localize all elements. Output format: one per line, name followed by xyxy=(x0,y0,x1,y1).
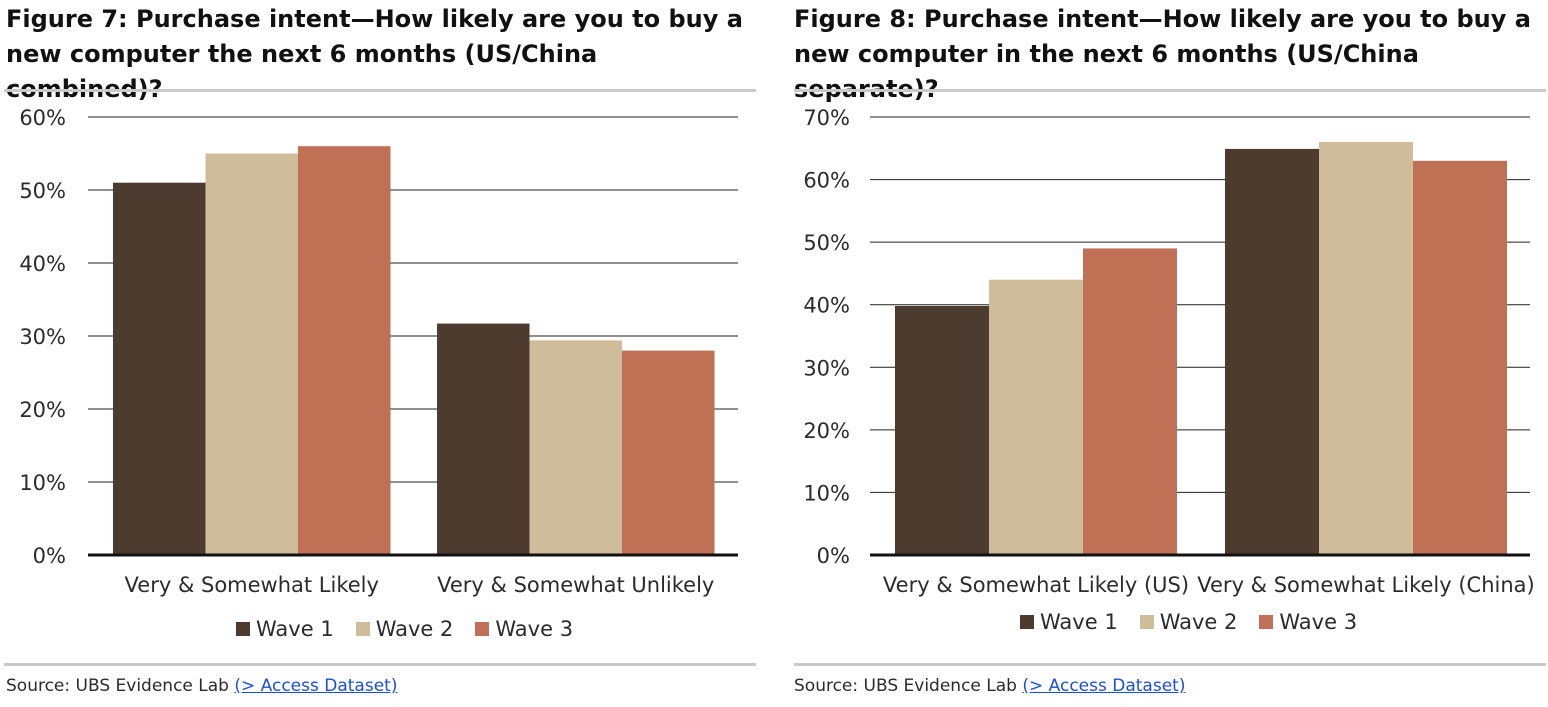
bar-wave-1 xyxy=(895,305,989,555)
bar-wave-2 xyxy=(529,340,622,555)
legend-item: Wave 1 xyxy=(1020,610,1118,634)
y-tick-label: 0% xyxy=(817,544,850,568)
bar-wave-1 xyxy=(437,323,530,555)
figure-7-source: Source: UBS Evidence Lab (> Access Datas… xyxy=(6,676,397,696)
figure-8-top-rule xyxy=(794,89,1546,92)
figure-7-legend: Wave 1 Wave 2 Wave 3 xyxy=(236,617,573,641)
figure-7-top-rule xyxy=(4,89,756,92)
y-tick-label: 60% xyxy=(19,106,66,130)
legend-item: Wave 3 xyxy=(1259,610,1357,634)
figure-8-panel: Figure 8: Purchase intent—How likely are… xyxy=(792,0,1548,707)
y-tick-label: 50% xyxy=(19,179,66,203)
bar-wave-3 xyxy=(298,146,391,555)
legend-label: Wave 3 xyxy=(1279,610,1358,634)
legend-item: Wave 2 xyxy=(1139,610,1238,634)
figure-7-title: Figure 7: Purchase intent—How likely are… xyxy=(6,5,743,103)
y-tick-label: 0% xyxy=(33,544,66,568)
bar-wave-1 xyxy=(1225,148,1319,555)
x-category-label: Very & Somewhat Unlikely xyxy=(437,573,714,597)
y-tick-label: 40% xyxy=(803,294,850,318)
bar-wave-2 xyxy=(205,153,298,555)
source-label: Source: UBS Evidence Lab xyxy=(794,676,1023,696)
y-tick-label: 30% xyxy=(19,325,66,349)
x-category-label: Very & Somewhat Likely (US) xyxy=(883,573,1189,597)
bar-wave-2 xyxy=(1319,142,1413,555)
y-tick-label: 70% xyxy=(803,106,850,130)
figure-8-bottom-rule xyxy=(794,663,1546,666)
legend-swatch xyxy=(475,622,490,636)
y-tick-label: 50% xyxy=(803,231,850,255)
legend-item: Wave 3 xyxy=(475,617,573,641)
x-category-label: Very & Somewhat Likely xyxy=(125,573,379,597)
legend-label: Wave 2 xyxy=(375,617,454,641)
legend-swatch xyxy=(1259,615,1274,629)
legend-swatch xyxy=(236,622,250,636)
bar-wave-3 xyxy=(1083,248,1177,555)
figure-7-chart: 0% 10% 20% 30% 40% 50% 60% Very & Somewhat Like… xyxy=(19,106,738,597)
bar-wave-3 xyxy=(1413,160,1507,556)
figure-7-panel: Figure 7: Purchase intent—How likely are… xyxy=(0,0,760,707)
bar-wave-2 xyxy=(989,279,1083,555)
y-tick-label: 20% xyxy=(803,419,850,443)
x-category-label: Very & Somewhat Likely (China) xyxy=(1197,573,1534,597)
y-tick-label: 40% xyxy=(19,252,66,276)
source-label: Source: UBS Evidence Lab xyxy=(6,676,235,696)
legend-label: Wave 3 xyxy=(495,617,574,641)
figure-8-chart: 0% 10% 20% 30% 40% 50% 60% 70% Very & Somewhat L… xyxy=(803,106,1534,597)
legend-label: Wave 1 xyxy=(256,617,334,641)
figure-8-source: Source: UBS Evidence Lab (> Access Datas… xyxy=(794,676,1185,696)
y-tick-label: 10% xyxy=(803,481,850,505)
access-dataset-link[interactable]: (> Access Dataset) xyxy=(234,676,398,696)
legend-swatch xyxy=(355,622,370,636)
y-tick-label: 60% xyxy=(803,169,850,193)
figure-8-legend: Wave 1 Wave 2 Wave 3 xyxy=(1020,610,1357,634)
y-tick-label: 10% xyxy=(19,471,66,495)
y-tick-label: 20% xyxy=(19,398,66,422)
legend-swatch xyxy=(1020,615,1034,629)
bar-wave-3 xyxy=(622,350,715,555)
legend-item: Wave 2 xyxy=(355,617,454,641)
legend-swatch xyxy=(1139,615,1154,629)
bar-wave-1 xyxy=(113,182,206,555)
legend-label: Wave 2 xyxy=(1159,610,1238,634)
access-dataset-link[interactable]: (> Access Dataset) xyxy=(1022,676,1186,696)
y-tick-label: 30% xyxy=(803,356,850,380)
figure-7-bottom-rule xyxy=(4,663,756,666)
legend-item: Wave 1 xyxy=(236,617,334,641)
legend-label: Wave 1 xyxy=(1040,610,1118,634)
